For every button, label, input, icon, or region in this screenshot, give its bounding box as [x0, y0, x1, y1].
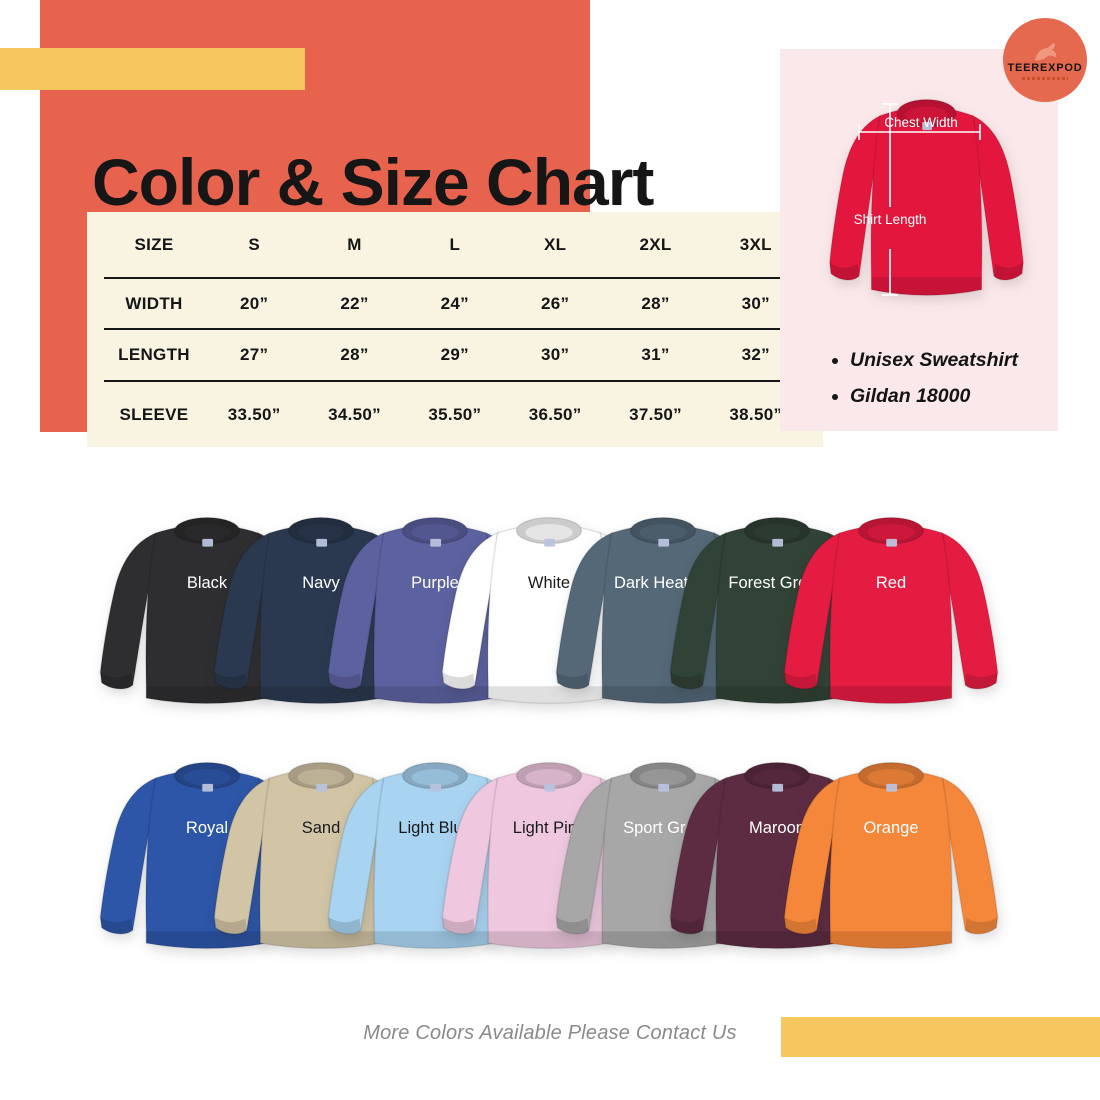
sweatshirt-red: Red	[756, 500, 1026, 724]
size-value-cell: 28”	[340, 345, 369, 364]
size-value-cell: 20”	[240, 293, 269, 313]
product-bullet: Gildan 18000	[832, 385, 1018, 408]
size-value-cell: 30”	[541, 345, 570, 364]
sweatshirt-navy: Navy	[186, 500, 456, 724]
bullet-dot-icon	[832, 393, 838, 400]
sweatshirt-orange: Orange	[756, 745, 1026, 969]
size-value-cell: 27”	[240, 345, 269, 364]
size-chart-row-length: LENGTH 27” 28” 29” 30” 31” 32”	[104, 328, 806, 380]
size-value-cell: 34.50”	[328, 404, 381, 424]
color-name-label: Red	[875, 573, 907, 592]
row-label: LENGTH	[118, 345, 190, 364]
size-chart-row-width: WIDTH 20” 22” 24” 26” 28” 30”	[104, 277, 806, 328]
color-name-label: Sand	[301, 818, 341, 837]
color-name-label: Royal	[185, 818, 229, 837]
size-value-cell: 24”	[440, 293, 469, 313]
logo-tagline-text	[1022, 76, 1068, 81]
shirt-length-label: Shirt Length	[853, 212, 927, 227]
sweatshirt-white: White	[414, 500, 684, 724]
size-value-cell: 35.50”	[428, 404, 482, 424]
footer-note: More Colors Available Please Contact Us	[363, 1022, 737, 1044]
color-name-label: White	[527, 573, 571, 592]
sweatshirt-black: Black	[72, 500, 342, 724]
sweatshirt-sand: Sand	[186, 745, 456, 969]
color-name-label: Maroon	[749, 818, 805, 837]
size-column-header: 3XL	[739, 234, 772, 254]
sweatshirt-purple: Purple	[300, 500, 570, 724]
size-value-cell: 31”	[641, 345, 670, 364]
product-bullet-list: Unisex Sweatshirt Gildan 18000	[832, 349, 1018, 421]
size-column-header: 2XL	[639, 234, 672, 254]
size-value-cell: 32”	[741, 345, 770, 364]
sweatshirt-maroon: Maroon	[642, 745, 912, 969]
size-chart-header-row: SIZE S M L XL 2XL 3XL	[104, 212, 806, 277]
brand-name: TEEREXPOD	[1007, 61, 1083, 74]
size-value-cell: 37.50”	[629, 404, 682, 424]
bullet-text: Unisex Sweatshirt	[850, 349, 1018, 371]
color-name-label: Purple	[411, 573, 459, 592]
brand-logo: TEEREXPOD	[1003, 18, 1087, 102]
size-chart-corner-cell: SIZE	[134, 234, 174, 254]
row-label: WIDTH	[125, 293, 183, 313]
size-chart-table: SIZE S M L XL 2XL 3XL WIDTH 20” 22” 24” 26” 28” 30” L…	[87, 212, 823, 447]
sweatshirt-graphic	[783, 761, 999, 950]
color-name-label: Sport Grey	[623, 818, 703, 837]
color-name-label: Orange	[863, 818, 919, 837]
size-column-header: S	[248, 234, 260, 254]
bullet-text: Gildan 18000	[850, 385, 971, 407]
size-value-cell: 33.50”	[227, 404, 281, 424]
color-name-label: Light Blue	[398, 818, 472, 837]
size-chart-row-sleeve: SLEEVE 33.50” 34.50” 35.50” 36.50” 37.50” 38.5…	[104, 380, 806, 447]
shirt-row-2: Royal Sand Light Blue Light Pink Sport G…	[0, 745, 1100, 975]
yellow-decor-bar-top	[0, 48, 305, 90]
color-name-label: Navy	[302, 573, 340, 592]
trex-icon	[1034, 42, 1057, 61]
size-value-cell: 30”	[741, 293, 770, 313]
shirt-row-1: Black Navy Purple White Dark Heather For…	[0, 500, 1100, 730]
size-value-cell: 36.50”	[528, 404, 582, 424]
color-name-label: Light Pink	[512, 818, 586, 837]
product-bullet: Unisex Sweatshirt	[832, 349, 1018, 372]
sweatshirt-sport-grey: Sport Grey	[528, 745, 798, 969]
size-value-cell: 28”	[641, 293, 670, 313]
size-column-header: M	[347, 234, 362, 254]
size-column-header: L	[449, 234, 461, 254]
size-value-cell: 38.50”	[729, 404, 783, 424]
sweatshirt-light-blue: Light Blue	[300, 745, 570, 969]
sweatshirt-graphic	[783, 516, 999, 705]
hero-panel: Chest Width Shirt Length Unisex Sweatshi…	[780, 49, 1058, 431]
size-value-cell: 29”	[440, 345, 469, 364]
sweatshirt-royal: Royal	[72, 745, 342, 969]
page-title: Color & Size Chart	[92, 145, 654, 220]
yellow-decor-bar-bottom	[781, 1017, 1100, 1057]
size-column-header: XL	[544, 234, 567, 254]
chest-width-label: Chest Width	[884, 115, 958, 130]
row-label: SLEEVE	[119, 404, 189, 424]
bullet-dot-icon	[832, 357, 838, 364]
size-value-cell: 26”	[541, 293, 570, 313]
size-value-cell: 22”	[340, 293, 369, 313]
color-name-label: Black	[186, 573, 228, 592]
sweatshirt-light-pink: Light Pink	[414, 745, 684, 969]
